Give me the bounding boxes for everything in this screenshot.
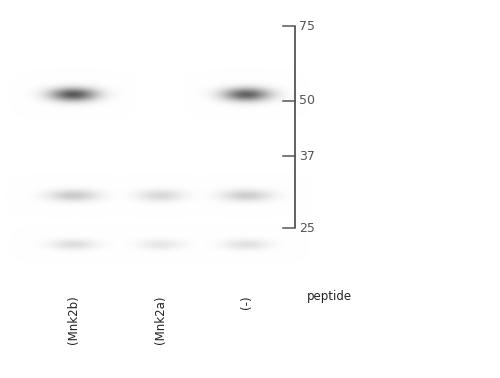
Text: 25: 25 bbox=[299, 222, 315, 234]
Text: 75: 75 bbox=[299, 20, 315, 33]
Text: 37: 37 bbox=[299, 150, 315, 163]
Text: 50: 50 bbox=[299, 94, 315, 107]
Text: (Mnk2a): (Mnk2a) bbox=[154, 295, 166, 344]
Text: peptide: peptide bbox=[308, 290, 352, 303]
Text: (Mnk2b): (Mnk2b) bbox=[67, 295, 80, 344]
Text: (-): (-) bbox=[240, 295, 253, 308]
